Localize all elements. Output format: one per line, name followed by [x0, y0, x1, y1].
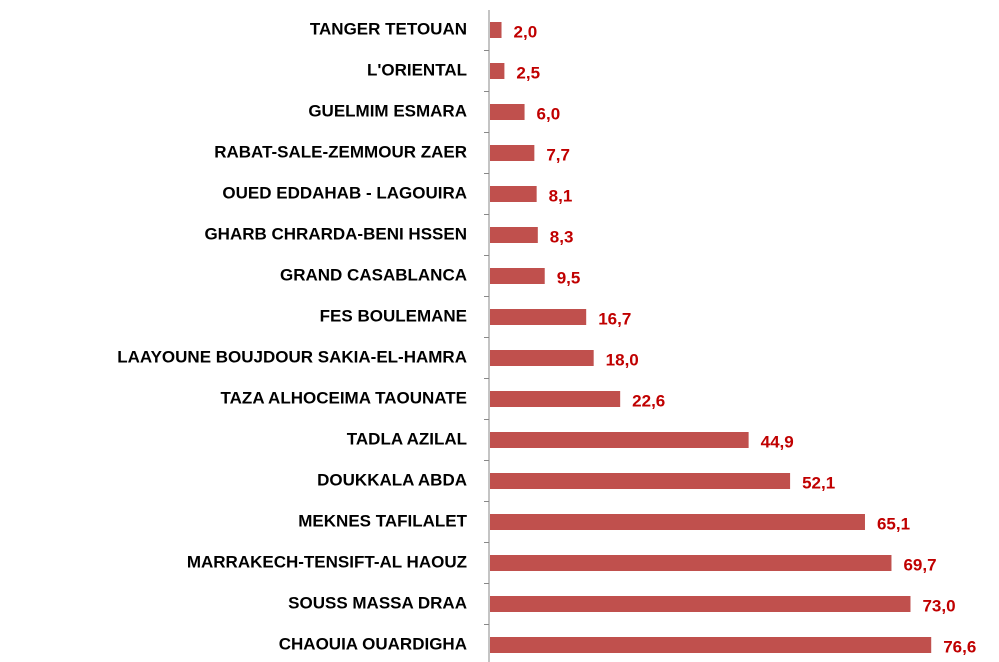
- category-label: DOUKKALA ABDA: [317, 470, 467, 489]
- category-label: L'ORIENTAL: [367, 60, 467, 79]
- bar: [490, 596, 911, 612]
- bar: [490, 432, 749, 448]
- bar: [490, 227, 538, 243]
- category-label: CHAOUIA OUARDIGHA: [279, 634, 467, 653]
- value-label: 2,0: [514, 22, 538, 41]
- value-label: 6,0: [537, 104, 561, 123]
- category-label: MARRAKECH-TENSIFT-AL HAOUZ: [187, 552, 467, 571]
- category-label: TAZA ALHOCEIMA TAOUNATE: [221, 388, 467, 407]
- bar: [490, 145, 535, 161]
- category-label: GRAND CASABLANCA: [280, 265, 467, 284]
- bar: [490, 514, 865, 530]
- bar: [490, 350, 594, 366]
- value-label: 7,7: [546, 145, 570, 164]
- category-label: TADLA AZILAL: [347, 429, 467, 448]
- value-label: 65,1: [877, 514, 910, 533]
- value-label: 18,0: [606, 350, 639, 369]
- bar: [490, 104, 525, 120]
- bar: [490, 391, 621, 407]
- category-label: SOUSS MASSA DRAA: [288, 593, 467, 612]
- bar: [490, 473, 791, 489]
- category-label: GUELMIM ESMARA: [308, 101, 467, 120]
- bar: [490, 555, 892, 571]
- value-label: 16,7: [598, 309, 631, 328]
- value-label: 44,9: [761, 432, 794, 451]
- category-label: RABAT-SALE-ZEMMOUR ZAER: [214, 142, 467, 161]
- bar: [490, 268, 545, 284]
- value-label: 73,0: [922, 596, 955, 615]
- category-label: FES BOULEMANE: [320, 306, 467, 325]
- value-label: 2,5: [516, 63, 540, 82]
- value-label: 9,5: [557, 268, 581, 287]
- value-label: 22,6: [632, 391, 665, 410]
- bar: [490, 63, 505, 79]
- value-label: 52,1: [802, 473, 835, 492]
- bar: [490, 637, 932, 653]
- bar: [490, 22, 502, 38]
- value-label: 8,1: [549, 186, 573, 205]
- category-label: MEKNES TAFILALET: [298, 511, 467, 530]
- value-label: 76,6: [943, 637, 976, 656]
- bar: [490, 186, 537, 202]
- category-label: LAAYOUNE BOUJDOUR SAKIA-EL-HAMRA: [117, 347, 467, 366]
- value-label: 8,3: [550, 227, 574, 246]
- category-label: TANGER TETOUAN: [310, 19, 467, 38]
- bar: [490, 309, 587, 325]
- category-label: OUED EDDAHAB - LAGOUIRA: [222, 183, 467, 202]
- value-label: 69,7: [903, 555, 936, 574]
- category-label: GHARB CHRARDA-BENI HSSEN: [204, 224, 467, 243]
